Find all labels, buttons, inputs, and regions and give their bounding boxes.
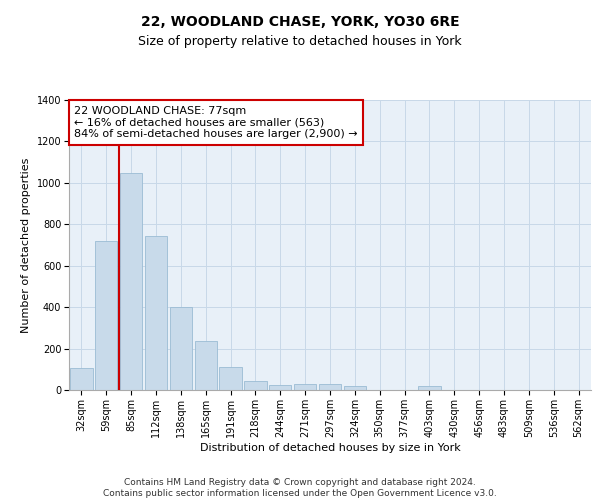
Bar [244, 380, 266, 390]
Bar [145, 236, 167, 390]
Bar [269, 385, 292, 390]
Bar [194, 342, 217, 390]
X-axis label: Distribution of detached houses by size in York: Distribution of detached houses by size … [200, 442, 460, 452]
Bar [418, 386, 440, 390]
Bar [319, 384, 341, 390]
Bar [294, 384, 316, 390]
Text: Contains HM Land Registry data © Crown copyright and database right 2024.
Contai: Contains HM Land Registry data © Crown c… [103, 478, 497, 498]
Y-axis label: Number of detached properties: Number of detached properties [21, 158, 31, 332]
Bar [170, 307, 192, 390]
Text: Size of property relative to detached houses in York: Size of property relative to detached ho… [138, 35, 462, 48]
Bar [120, 172, 142, 390]
Bar [70, 368, 92, 390]
Text: 22 WOODLAND CHASE: 77sqm
← 16% of detached houses are smaller (563)
84% of semi-: 22 WOODLAND CHASE: 77sqm ← 16% of detach… [74, 106, 358, 139]
Text: 22, WOODLAND CHASE, YORK, YO30 6RE: 22, WOODLAND CHASE, YORK, YO30 6RE [140, 15, 460, 29]
Bar [95, 241, 118, 390]
Bar [344, 386, 366, 390]
Bar [220, 367, 242, 390]
